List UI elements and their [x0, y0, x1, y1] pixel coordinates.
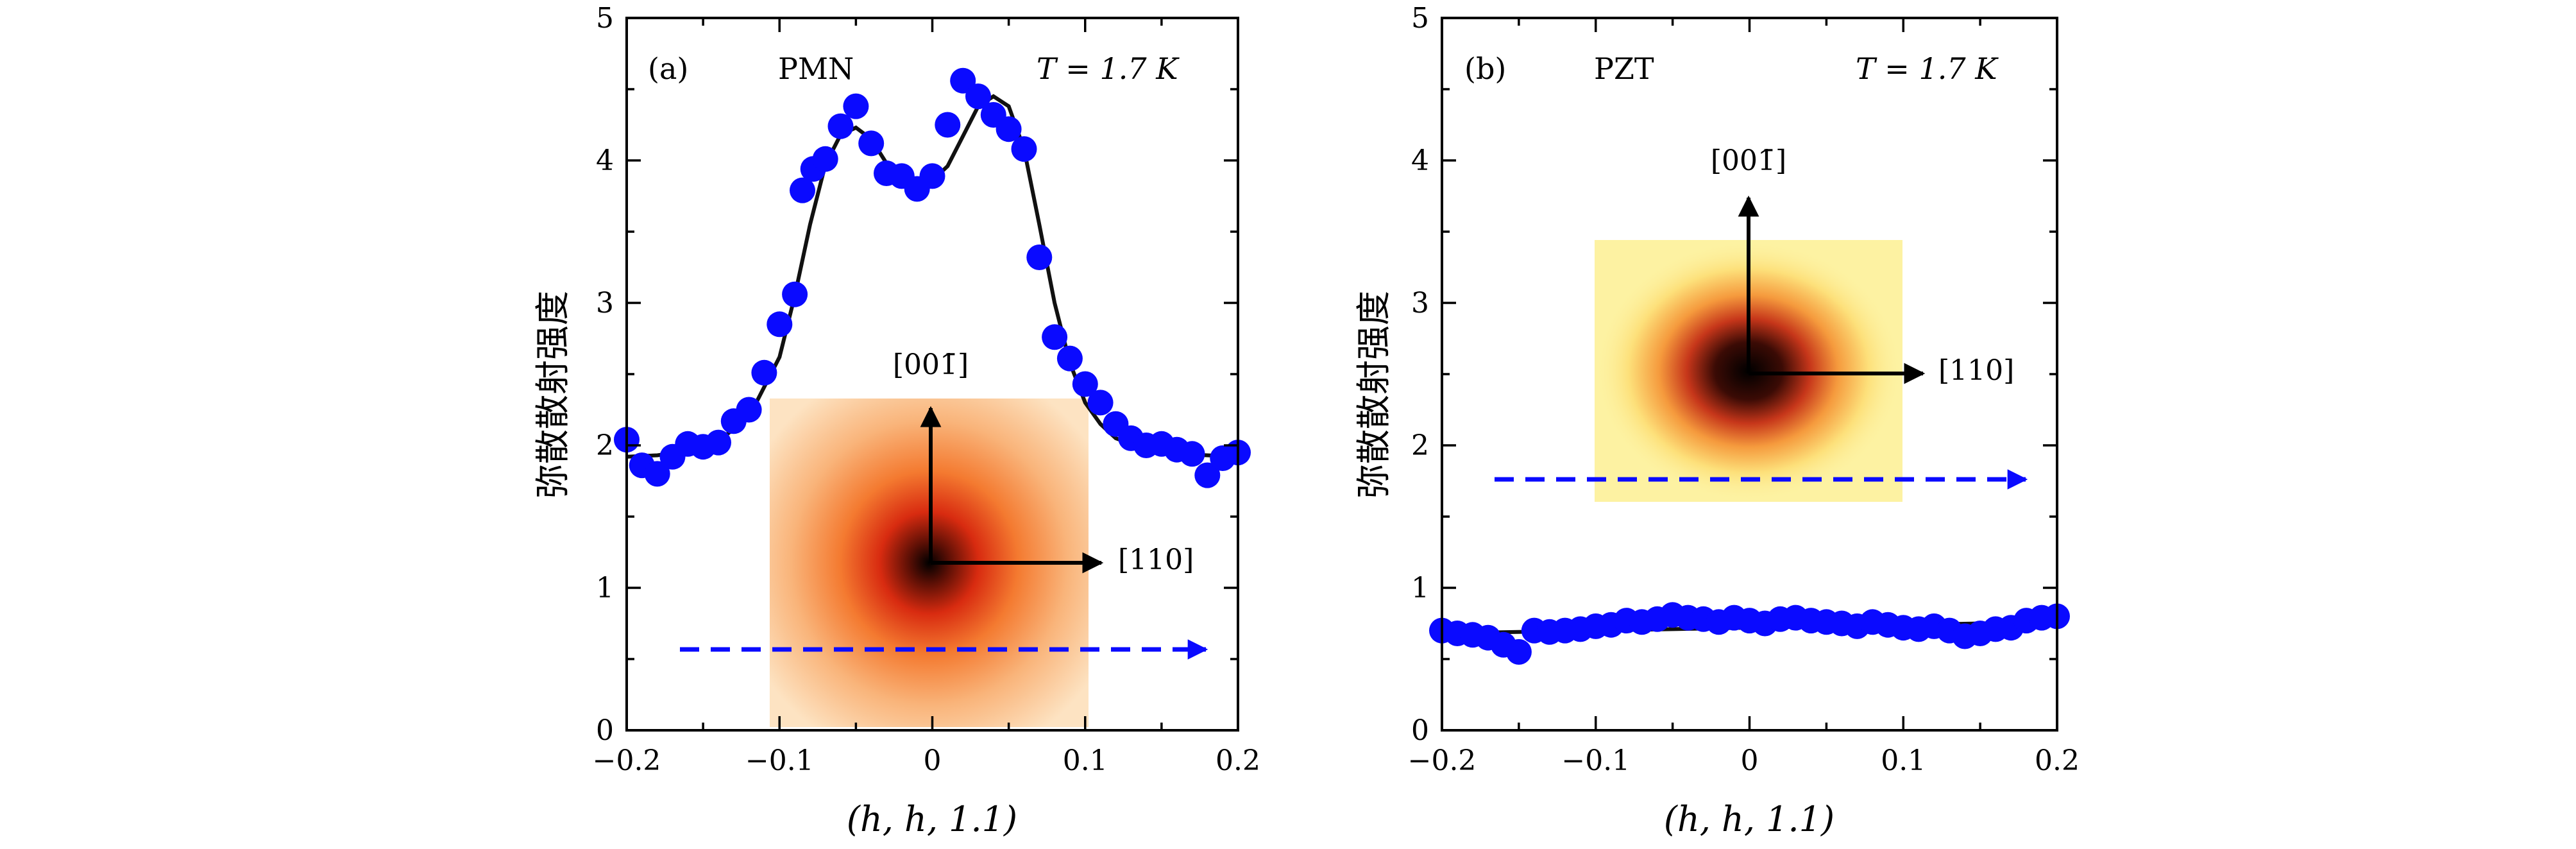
panel-a: 弥散散射强度 [001̄] [110] −0.2 −0.1 0 0.1 0.2 0 1 2 3 4… — [532, 2, 1260, 839]
data-point — [812, 146, 838, 172]
data-point — [1505, 639, 1532, 665]
data-point — [1056, 345, 1083, 372]
x-tick-label: 0.1 — [1881, 744, 1926, 777]
inset-heatmap-a: [001̄] [110] — [680, 348, 1208, 727]
y-tick-label: 1 — [1411, 572, 1429, 605]
data-point — [935, 112, 961, 138]
direction-label-right: [110] — [1118, 544, 1194, 576]
y-tick-label: 3 — [1411, 287, 1429, 320]
x-tick-label: −0.1 — [1561, 744, 1630, 777]
direction-label-up: [001̄] — [1711, 144, 1786, 177]
data-point — [827, 113, 854, 139]
data-point — [1087, 390, 1114, 416]
x-tick-label: −0.1 — [745, 744, 814, 777]
y-tick-label: 3 — [596, 287, 614, 320]
x-tick-label: 0.1 — [1063, 744, 1108, 777]
y-tick-label: 1 — [596, 572, 614, 605]
x-tick-label: −0.2 — [1408, 744, 1477, 777]
y-tick-label: 2 — [1411, 429, 1429, 462]
data-point — [1179, 441, 1205, 467]
data-point — [1011, 136, 1037, 162]
y-axis-label: 弥散散射强度 — [1353, 291, 1394, 499]
y-tick-label: 4 — [596, 144, 614, 177]
data-point — [1072, 371, 1098, 397]
data-point — [706, 429, 731, 456]
x-axis-label: (h, h, 1.1) — [1664, 799, 1835, 839]
y-tick-label: 5 — [1411, 2, 1429, 35]
data-point — [843, 93, 869, 119]
x-tick-label: 0 — [1741, 744, 1759, 777]
x-tick-label: 0.2 — [1216, 744, 1260, 777]
data-point — [767, 311, 793, 338]
temperature-label: T = 1.7 K — [1037, 51, 1180, 86]
panel-label: (b) — [1464, 51, 1506, 86]
y-tick-label: 5 — [596, 2, 614, 35]
data-point — [736, 397, 762, 423]
x-axis-label: (h, h, 1.1) — [847, 799, 1017, 839]
data-point — [1026, 244, 1053, 270]
data-point — [1194, 462, 1221, 488]
direction-label-up: [001̄] — [893, 348, 969, 381]
data-point — [644, 461, 670, 487]
data-point — [919, 163, 945, 189]
y-tick-label: 2 — [596, 429, 614, 462]
direction-label-right: [110] — [1938, 354, 2014, 387]
y-tick-label: 0 — [596, 714, 614, 747]
y-tick-label: 4 — [1411, 144, 1429, 177]
y-axis-label: 弥散散射强度 — [532, 291, 573, 499]
data-point — [858, 130, 885, 157]
data-point — [965, 83, 991, 110]
sample-label: PZT — [1594, 51, 1654, 86]
data-point — [1042, 324, 1068, 350]
x-tick-label: −0.2 — [593, 744, 661, 777]
data-point — [782, 281, 808, 307]
temperature-label: T = 1.7 K — [1856, 51, 1999, 86]
y-tick-label: 0 — [1411, 714, 1429, 747]
panel-b: 弥散散射强度 [001̄] [110] −0.2 −0.1 0 0.1 0.2 0 1 2 3 4… — [1353, 2, 2080, 839]
x-tick-label: 0 — [924, 744, 942, 777]
x-tick-label: 0.2 — [2035, 744, 2080, 777]
panel-label: (a) — [648, 51, 688, 86]
inset-heatmap-b: [001̄] [110] — [1495, 144, 2028, 502]
sample-label: PMN — [778, 51, 854, 86]
data-point — [751, 359, 777, 386]
data-point — [790, 177, 815, 203]
data-point — [996, 116, 1022, 142]
